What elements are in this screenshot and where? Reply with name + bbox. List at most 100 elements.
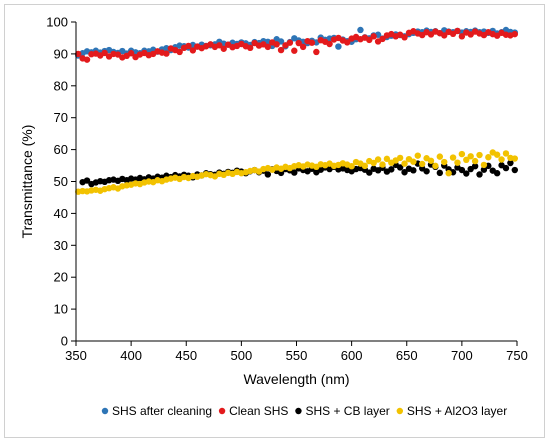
data-point xyxy=(458,150,466,158)
data-point xyxy=(299,43,307,51)
data-point xyxy=(366,36,373,44)
legend-label: Clean SHS xyxy=(229,404,288,418)
data-point xyxy=(463,170,470,177)
data-point xyxy=(436,153,444,160)
data-point xyxy=(176,48,183,56)
legend-marker xyxy=(218,407,226,415)
x-tick-label: 400 xyxy=(120,348,142,363)
data-point xyxy=(507,159,514,167)
series-3 xyxy=(75,149,518,195)
data-point xyxy=(502,164,510,172)
data-point xyxy=(273,41,280,48)
data-point xyxy=(493,151,501,158)
data-point xyxy=(441,158,448,166)
data-point xyxy=(476,151,483,159)
data-point xyxy=(427,157,435,164)
y-tick-label: 0 xyxy=(61,334,68,349)
data-point xyxy=(401,169,408,176)
data-point xyxy=(361,162,369,170)
data-point xyxy=(471,162,479,170)
legend-item: Clean SHS xyxy=(218,404,288,418)
y-tick-label: 20 xyxy=(54,270,68,285)
chart-frame: 350 400 450 500 550 600 650 700 750 0 10 20 30 40 50 60… xyxy=(4,4,545,438)
data-point xyxy=(458,166,466,174)
x-tick-label: 650 xyxy=(396,348,418,363)
y-tick-label: 50 xyxy=(54,174,68,189)
data-point xyxy=(264,43,272,51)
data-point xyxy=(348,162,355,170)
data-point xyxy=(366,169,373,176)
data-point xyxy=(295,39,302,47)
x-tick-label: 450 xyxy=(175,348,197,363)
data-point xyxy=(313,48,320,56)
legend-label: SHS + CB layer xyxy=(305,404,389,418)
data-point xyxy=(449,154,457,161)
data-point xyxy=(246,44,254,52)
data-point xyxy=(485,154,492,161)
data-point xyxy=(388,166,395,173)
data-point xyxy=(441,32,448,39)
data-point xyxy=(511,30,518,38)
data-point xyxy=(476,171,483,178)
data-point xyxy=(471,157,479,165)
data-point xyxy=(436,169,444,177)
data-point xyxy=(189,47,197,54)
data-point xyxy=(423,168,430,175)
x-tick-label: 700 xyxy=(451,348,473,363)
data-point xyxy=(432,162,439,170)
data-point xyxy=(511,166,518,174)
axes: 350 400 450 500 550 600 650 700 750 0 10 20 30 40 50 60… xyxy=(46,15,528,364)
data-point xyxy=(127,50,135,57)
y-tick-label: 80 xyxy=(54,78,68,93)
data-point xyxy=(498,156,505,163)
data-point xyxy=(308,39,316,46)
y-tick-label: 90 xyxy=(54,46,68,61)
legend-item: SHS after cleaning xyxy=(101,404,212,418)
legend-marker xyxy=(295,407,302,415)
legend: SHS after cleaning Clean SHS SHS + CB laye… xyxy=(101,404,507,418)
data-point xyxy=(396,154,404,162)
data-point xyxy=(286,39,294,46)
data-point xyxy=(401,34,408,41)
data-point xyxy=(83,56,91,63)
data-point xyxy=(357,26,364,34)
y-tick-label: 40 xyxy=(54,206,68,221)
y-axis-title: Transmittance (%) xyxy=(19,125,35,239)
data-point xyxy=(445,170,452,177)
data-point xyxy=(277,46,285,54)
data-point xyxy=(291,47,298,54)
data-point xyxy=(379,35,386,43)
data-point xyxy=(511,155,518,162)
data-point xyxy=(379,161,386,168)
data-point xyxy=(185,42,192,50)
x-tick-label: 550 xyxy=(286,348,308,363)
data-point xyxy=(101,49,108,57)
data-point xyxy=(502,150,510,157)
data-point xyxy=(414,152,421,159)
legend-label: SHS after cleaning xyxy=(112,404,212,418)
data-point xyxy=(370,159,377,167)
x-tick-label: 750 xyxy=(506,348,528,363)
data-point xyxy=(163,50,170,57)
legend-marker xyxy=(101,407,109,415)
data-point xyxy=(401,160,408,167)
data-point xyxy=(463,156,470,164)
data-point xyxy=(467,153,474,160)
data-point xyxy=(75,50,82,58)
data-point xyxy=(83,177,91,184)
data-point xyxy=(335,43,342,50)
x-axis-title: Wavelength (nm) xyxy=(243,371,349,387)
legend-label: SHS + Al2O3 layer xyxy=(407,404,507,418)
data-point xyxy=(344,39,351,46)
data-point xyxy=(418,160,426,168)
x-tick-label: 500 xyxy=(231,348,253,363)
data-point xyxy=(291,169,298,176)
data-point xyxy=(264,171,272,178)
data-point xyxy=(454,159,461,166)
x-tick-label: 350 xyxy=(65,348,87,363)
data-point xyxy=(220,45,227,52)
data-point xyxy=(326,40,333,48)
data-point xyxy=(374,156,382,163)
data-point xyxy=(480,166,488,173)
legend-item: SHS + CB layer xyxy=(295,404,390,418)
